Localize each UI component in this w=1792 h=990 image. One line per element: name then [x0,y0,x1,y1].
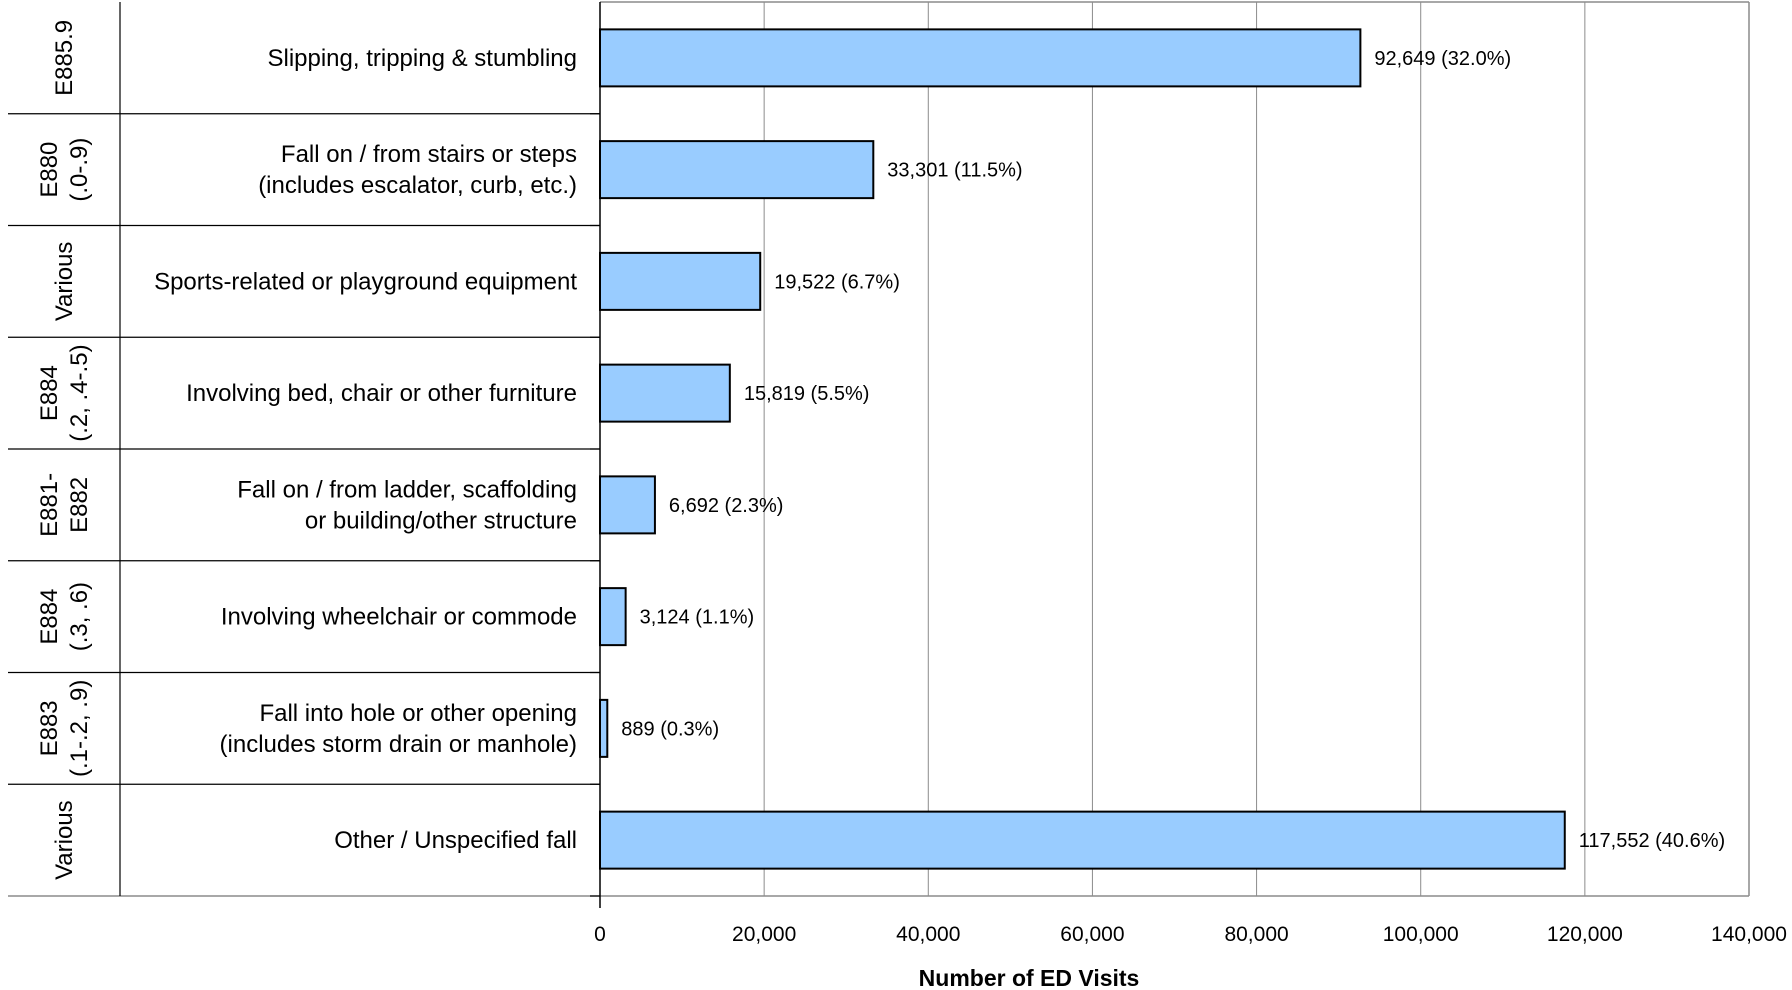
x-tick-label: 60,000 [1060,923,1124,946]
code-label: E884 [36,589,63,645]
code-label: (.3, .6) [66,582,93,651]
x-tick-label: 40,000 [896,923,960,946]
gridlines [763,2,1750,896]
bar [599,363,731,423]
category-labels: Slipping, tripping & stumbling E885.9 Fall… [36,20,577,880]
code-label: E882 [66,477,93,533]
category-code: E884 (.2, .4-.5) [36,344,93,441]
bar [599,587,627,647]
category-label: (includes storm drain or manhole) [220,731,577,758]
bar [599,810,1566,870]
data-label: 33,301 (11.5%) [887,160,1022,182]
x-tick-label: 140,000 [1711,923,1787,946]
category-label: Involving wheelchair or commode [221,604,577,631]
category-label: Slipping, tripping & stumbling [267,45,577,72]
category-code: E881- E882 [36,473,93,537]
x-tick-label: 120,000 [1547,923,1623,946]
x-tick-label: 80,000 [1224,923,1288,946]
code-label: (.1-.2, .9) [66,680,93,777]
category-label: Fall into hole or other opening [259,700,577,727]
category-label: Involving bed, chair or other furniture [186,380,577,407]
category-label: Fall on / from ladder, scaffolding [237,476,577,503]
category-code: E880 (.0-.9) [36,138,93,202]
data-label: 19,522 (6.7%) [774,271,900,293]
category-label: Sports-related or playground equipment [154,268,577,295]
category-label: or building/other structure [305,507,577,534]
bar [599,475,656,535]
bars [599,28,1566,870]
code-label: Various [51,242,78,322]
x-axis-ticks: 0 20,000 40,000 60,000 80,000 100,000 120,000 1… [594,923,1787,946]
category-code: E883 (.1-.2, .9) [36,680,93,777]
data-label: 15,819 (5.5%) [744,383,870,405]
code-label: (.2, .4-.5) [66,344,93,441]
category-code: Various [51,800,78,880]
category-code: E885.9 [51,20,78,96]
code-label: E884 [36,365,63,421]
code-label: E881- [36,473,63,537]
bar [599,140,875,200]
x-axis-title: Number of ED Visits [919,965,1140,990]
bar [599,28,1362,88]
data-label: 889 (0.3%) [621,718,719,740]
code-label: (.0-.9) [66,138,93,202]
category-code: Various [51,242,78,322]
bar [599,698,609,758]
category-label: Other / Unspecified fall [334,827,577,854]
bar [599,251,762,311]
code-label: E880 [36,142,63,198]
row-frame [8,1,1750,908]
code-label: Various [51,800,78,880]
data-label: 3,124 (1.1%) [640,607,755,629]
data-label: 117,552 (40.6%) [1579,830,1725,852]
x-tick-label: 20,000 [732,923,796,946]
data-label: 92,649 (32.0%) [1374,48,1511,70]
value-labels: 92,649 (32.0%) 33,301 (11.5%) 19,522 (6.7%… [621,48,1725,852]
category-label: Fall on / from stairs or steps [281,141,577,168]
data-label: 6,692 (2.3%) [669,495,784,517]
x-tick-label: 0 [594,923,606,946]
code-label: E883 [36,700,63,756]
category-label: (includes escalator, curb, etc.) [258,172,577,199]
x-tick-label: 100,000 [1383,923,1459,946]
category-code: E884 (.3, .6) [36,582,93,651]
code-label: E885.9 [51,20,78,96]
